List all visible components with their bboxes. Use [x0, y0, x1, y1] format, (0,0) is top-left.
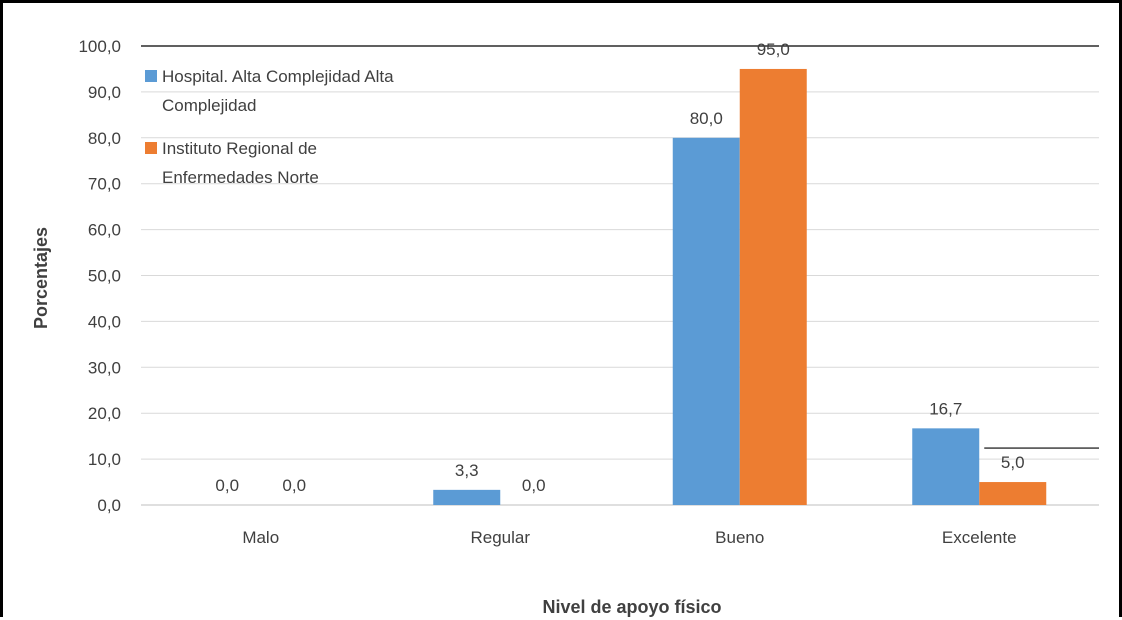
bar: [672, 137, 740, 506]
legend-label-hospital-line-2: Complejidad: [162, 96, 257, 115]
data-label: 16,7: [929, 399, 962, 418]
x-tick-label: Regular: [470, 528, 530, 547]
y-tick-label: 10,0: [88, 450, 121, 469]
x-tick-label: Malo: [242, 528, 279, 547]
x-tick-label: Excelente: [942, 528, 1017, 547]
y-tick-label: 60,0: [88, 221, 121, 240]
legend-label-hospital-line-1: Hospital. Alta Complejidad Alta: [162, 67, 394, 86]
gridlines: [141, 45, 1099, 506]
y-tick-label: 0,0: [97, 496, 121, 515]
legend: Hospital. Alta Complejidad Alta Compleji…: [145, 67, 394, 187]
data-label: 95,0: [757, 40, 790, 59]
x-tick-label: Bueno: [715, 528, 764, 547]
data-label: 80,0: [690, 109, 723, 128]
y-tick-label: 100,0: [78, 37, 121, 56]
legend-label-instituto-line-1: Instituto Regional de: [162, 139, 317, 158]
y-tick-label: 50,0: [88, 267, 121, 286]
y-axis-ticks: 0,0 10,0 20,0 30,0 40,0 50,0 60,0 70,0 80,0 90,0 1…: [78, 37, 121, 515]
data-label: 3,3: [455, 461, 479, 480]
y-tick-label: 70,0: [88, 175, 121, 194]
legend-label-instituto-line-2: Enfermedades Norte: [162, 168, 319, 187]
y-tick-label: 80,0: [88, 129, 121, 148]
bar: [979, 482, 1047, 505]
bars: [433, 68, 1047, 506]
legend-swatch-instituto: [145, 142, 157, 154]
legend-swatch-hospital: [145, 70, 157, 82]
y-tick-label: 90,0: [88, 83, 121, 102]
y-tick-label: 30,0: [88, 358, 121, 377]
data-label: 0,0: [215, 476, 239, 495]
x-axis-title: Nivel de apoyo físico: [542, 597, 721, 617]
data-label: 5,0: [1001, 453, 1025, 472]
bar: [912, 428, 980, 505]
y-tick-label: 20,0: [88, 404, 121, 423]
x-axis-ticks: Malo Regular Bueno Excelente: [242, 528, 1016, 547]
y-tick-label: 40,0: [88, 312, 121, 331]
data-label: 0,0: [282, 476, 306, 495]
y-axis-title: Porcentajes: [31, 227, 51, 329]
data-labels: 0,0 0,0 3,3 0,0 80,0 95,0 16,7 5,0: [215, 40, 1099, 495]
bar: [433, 489, 501, 505]
bar: [739, 68, 807, 505]
data-label: 0,0: [522, 476, 546, 495]
bar-chart: 0,0 10,0 20,0 30,0 40,0 50,0 60,0 70,0 80,0 90,0 1…: [31, 37, 1099, 617]
